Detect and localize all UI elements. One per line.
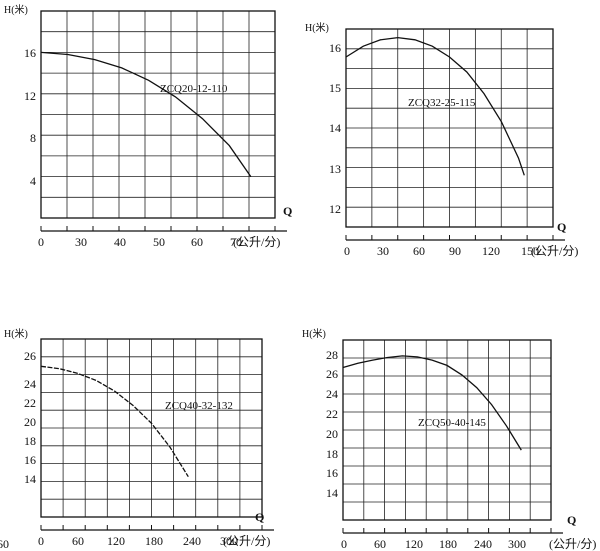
y-tick-label: 14 [24,472,36,486]
y-tick-label: 24 [24,377,36,391]
x-tick-label: 240 [474,537,492,551]
y-tick-label: 4 [30,174,36,188]
x-tick-label: 300 [220,534,238,548]
x-axis-label: Q [283,204,292,218]
x-tick-label: 120 [107,534,125,548]
pump-performance-curve [40,51,252,177]
x-tick-label: 30 [377,244,389,258]
y-tick-label: 15 [329,81,341,95]
x-axis-unit: (公升/分) [549,537,596,551]
x-axis-unit: (公升/分) [223,534,270,548]
plot-frame [345,28,554,228]
y-tick-label: 16 [329,41,341,55]
y-tick-label: 8 [30,131,36,145]
chart-panel-2: H(米) 12 13 14 15 16 0 30 60 90 120 150 Q (公升/分) ZCQ32-… [305,21,578,258]
y-tick-label: 14 [329,121,341,135]
y-tick-label: 24 [326,387,338,401]
x-tick-label: 0 [38,534,44,548]
y-tick-label: 12 [24,89,36,103]
curve-model-label: ZCQ20-12-110 [160,83,228,95]
y-tick-label: 22 [326,407,338,421]
plot-frame [40,338,263,518]
pump-performance-curve [40,365,189,478]
y-tick-label: 16 [326,466,338,480]
y-tick-label: 20 [24,415,36,429]
x-tick-label: 40 [114,235,126,249]
pump-performance-curve [345,36,525,176]
curve-model-label: ZCQ50-40-145 [418,417,486,429]
y-tick-label: 26 [326,367,338,381]
x-tick-label: 150 [521,244,539,258]
chart-panel-4: H(米)1416182022242628060120180240300360Q(… [0,327,596,551]
plot-frame [40,10,276,219]
x-tick-label: 0 [344,244,350,258]
x-tick-label: 120 [405,537,423,551]
y-axis-label: H(米) [305,21,329,34]
y-tick-label: 18 [24,434,36,448]
y-axis-label: H(米) [4,3,28,16]
x-tick-label: 50 [153,235,165,249]
x-tick-label: 60 [374,537,386,551]
x-tick-label: 0 [38,235,44,249]
y-tick-label: 22 [24,396,36,410]
x-tick-label: 30 [75,235,87,249]
x-tick-label: 70 [230,235,242,249]
x-tick-label: 240 [183,534,201,548]
y-tick-label: 26 [24,349,36,363]
x-tick-label: 60 [191,235,203,249]
y-tick-label: 20 [326,427,338,441]
chart-panel-1: H(米) 4 8 12 16 0 30 40 50 60 70 Q (公升/分) ZCQ20-12-110 [4,3,292,249]
pump-performance-curve [342,355,522,451]
plot-frame [342,339,552,521]
curve-model-label: ZCQ40-32-132 [165,400,233,412]
x-tick-label: 90 [449,244,461,258]
y-tick-label: 16 [24,46,36,60]
y-tick-label: 18 [326,447,338,461]
y-tick-label: 13 [329,162,341,176]
x-tick-label: 60 [72,534,84,548]
curve-model-label: ZCQ32-25-115 [408,97,476,109]
x-tick-label: 0 [341,537,347,551]
x-tick-label: 60 [413,244,425,258]
x-axis-unit: (公升/分) [531,244,578,258]
x-tick-label: 180 [439,537,457,551]
x-tick-label: 300 [508,537,526,551]
x-axis-label: Q [255,510,264,524]
y-axis-label: H(米) [4,327,28,340]
y-tick-label: 12 [329,202,341,216]
x-axis-label: Q [557,220,566,234]
x-tick-label: 180 [145,534,163,548]
x-tick-label: 360 [0,537,9,551]
y-axis-label: H(米) [302,327,326,340]
x-tick-label: 120 [482,244,500,258]
y-tick-label: 16 [24,453,36,467]
y-tick-label: 28 [326,348,338,362]
y-tick-label: 14 [326,486,338,500]
x-axis-label: Q [567,513,576,527]
chart-panel-3: H(米) 14 16 18 20 22 24 26 0 60 120 180 240 300 Q (公升/分)… [4,327,274,548]
x-axis-unit: (公升/分) [233,235,280,249]
